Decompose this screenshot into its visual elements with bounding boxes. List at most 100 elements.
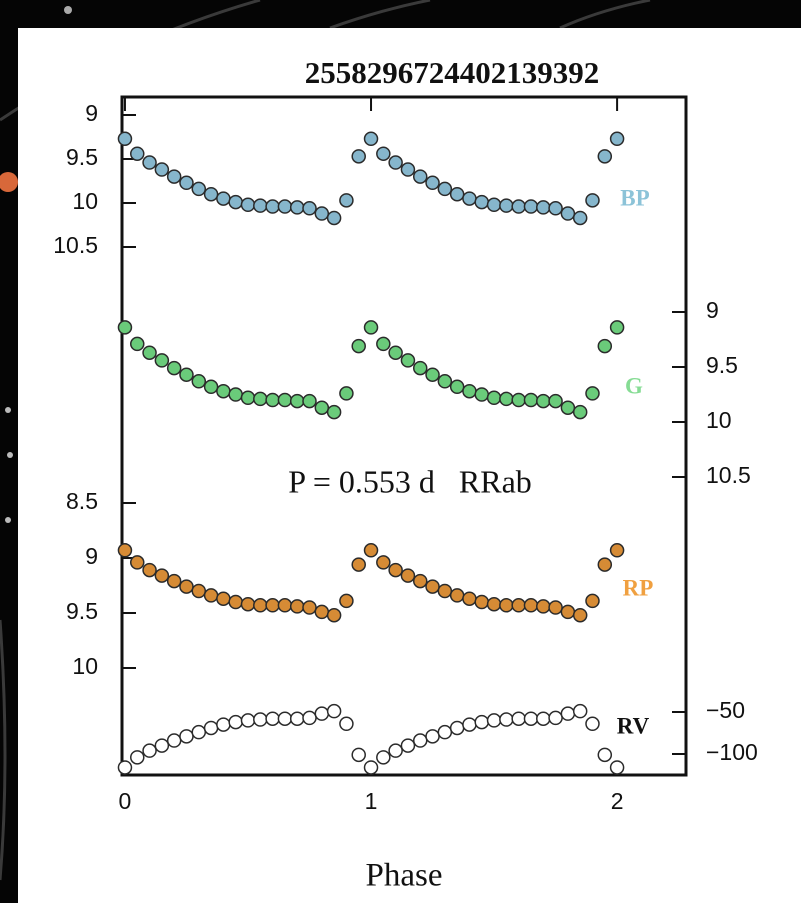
y-tick-label: 10 — [706, 407, 732, 433]
data-point — [265, 392, 280, 408]
data-point — [363, 320, 379, 335]
data-point — [609, 320, 625, 335]
data-point — [548, 600, 563, 615]
data-point — [523, 711, 539, 726]
data-point — [228, 387, 243, 402]
data-point — [425, 579, 440, 594]
data-point — [314, 206, 330, 221]
y-tick-label: 10.5 — [706, 462, 751, 488]
data-point — [449, 588, 465, 603]
chart-title: 2558296724402139392 — [305, 55, 600, 90]
data-point — [130, 750, 145, 765]
data-point — [536, 711, 551, 726]
data-point — [462, 191, 477, 206]
data-point — [585, 593, 600, 609]
data-point — [363, 760, 379, 775]
data-point — [548, 393, 563, 409]
data-point — [548, 201, 563, 216]
data-point — [142, 345, 157, 360]
data-point — [289, 711, 305, 726]
data-point — [462, 717, 477, 732]
data-point — [609, 760, 625, 775]
data-point — [400, 738, 416, 753]
data-point — [117, 543, 133, 558]
data-point — [486, 197, 502, 213]
series-label: G — [625, 373, 643, 398]
data-point — [462, 591, 477, 606]
data-point — [216, 591, 231, 606]
data-point — [289, 200, 305, 215]
data-point — [572, 703, 588, 719]
data-point — [117, 760, 133, 775]
data-point — [265, 199, 280, 214]
data-point — [302, 393, 317, 409]
data-point — [314, 400, 330, 415]
data-point — [302, 600, 317, 615]
decor-dot — [64, 6, 72, 14]
data-point — [277, 711, 293, 726]
data-point — [351, 747, 366, 763]
data-point — [142, 562, 157, 578]
data-point — [277, 392, 293, 408]
data-point — [203, 588, 219, 603]
data-point — [486, 390, 502, 406]
data-point — [400, 568, 416, 583]
x-axis-label: Phase — [366, 858, 443, 894]
data-point — [560, 400, 576, 415]
data-point — [166, 573, 182, 589]
data-point — [425, 729, 440, 744]
decor-dot — [0, 172, 18, 192]
data-point — [351, 338, 366, 354]
data-point — [191, 181, 207, 197]
data-point — [326, 607, 342, 623]
data-point — [289, 393, 305, 409]
y-tick-label: 9 — [706, 297, 719, 323]
data-point — [117, 320, 133, 335]
y-tick-label: −50 — [706, 697, 745, 723]
data-point — [166, 360, 182, 376]
data-point — [253, 391, 268, 407]
data-point — [585, 193, 600, 208]
data-point — [585, 716, 600, 732]
data-point — [265, 598, 280, 613]
data-point — [376, 750, 391, 765]
data-point — [203, 379, 219, 395]
data-point — [572, 210, 588, 226]
data-point — [179, 729, 194, 744]
y-tick-label: 10 — [72, 188, 98, 214]
data-point — [376, 336, 391, 352]
data-point — [412, 573, 428, 589]
data-point — [302, 710, 317, 726]
data-point — [474, 714, 490, 730]
data-point — [388, 743, 403, 758]
arc — [0, 619, 7, 881]
data-point — [154, 353, 170, 368]
y-tick-label: 9.5 — [66, 144, 98, 170]
data-point — [314, 604, 330, 620]
data-point — [400, 353, 416, 368]
data-point — [363, 131, 379, 147]
data-point — [425, 175, 440, 191]
data-point — [560, 706, 576, 721]
data-point — [154, 568, 170, 583]
data-point — [449, 720, 465, 736]
data-point — [351, 149, 366, 164]
data-point — [609, 543, 625, 558]
data-point — [216, 191, 231, 206]
data-point — [253, 598, 268, 613]
data-point — [499, 198, 514, 213]
y-tick-label: 9 — [85, 543, 98, 569]
y-tick-label: 8.5 — [66, 488, 98, 514]
data-point — [228, 714, 243, 730]
data-point — [339, 716, 354, 732]
series-label: RP — [623, 575, 654, 600]
series-label: BP — [620, 185, 649, 210]
data-point — [179, 367, 194, 382]
y-tick-label: 9.5 — [66, 598, 98, 624]
data-point — [560, 604, 576, 620]
data-point — [363, 543, 379, 558]
x-tick-label: 0 — [119, 788, 132, 814]
data-point — [449, 186, 465, 202]
data-point — [536, 599, 551, 614]
data-point — [228, 594, 243, 610]
